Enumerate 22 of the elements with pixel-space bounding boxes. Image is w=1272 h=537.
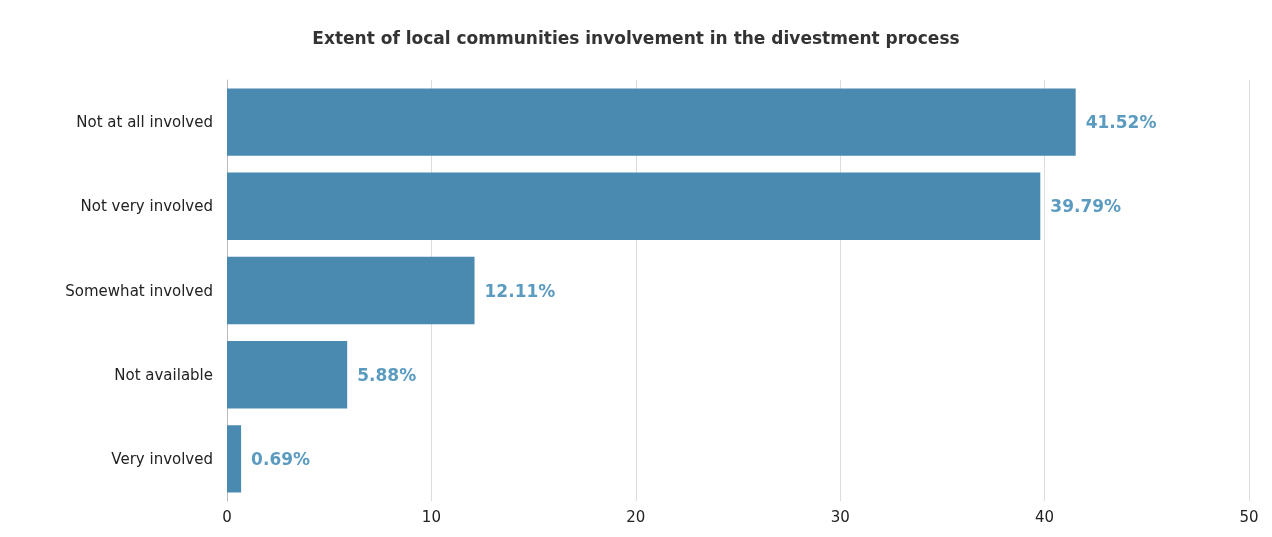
x-tick-label: 10 [421, 507, 441, 526]
data-label: 0.69% [251, 448, 311, 469]
x-tick-label: 50 [1239, 507, 1259, 526]
y-tick-label: Very involved [111, 449, 213, 468]
bar [227, 425, 242, 493]
data-label: 5.88% [357, 364, 417, 385]
bar [227, 341, 348, 409]
x-tick-label: 30 [830, 507, 850, 526]
y-tick-label: Not very involved [80, 197, 213, 216]
data-label: 41.52% [1085, 112, 1157, 133]
bar [227, 88, 1076, 156]
y-tick-label: Not available [114, 365, 213, 384]
x-tick-label: 0 [222, 507, 232, 526]
y-tick-label: Somewhat involved [65, 281, 213, 300]
data-label: 39.79% [1050, 196, 1122, 217]
x-tick-label: 20 [626, 507, 646, 526]
bar [227, 172, 1041, 240]
chart-title: Extent of local communities involvement in the divestment process [312, 27, 960, 48]
x-tick-label: 40 [1035, 507, 1055, 526]
y-tick-label: Not at all involved [76, 113, 213, 132]
bar [227, 256, 475, 325]
data-label: 12.11% [484, 280, 556, 301]
